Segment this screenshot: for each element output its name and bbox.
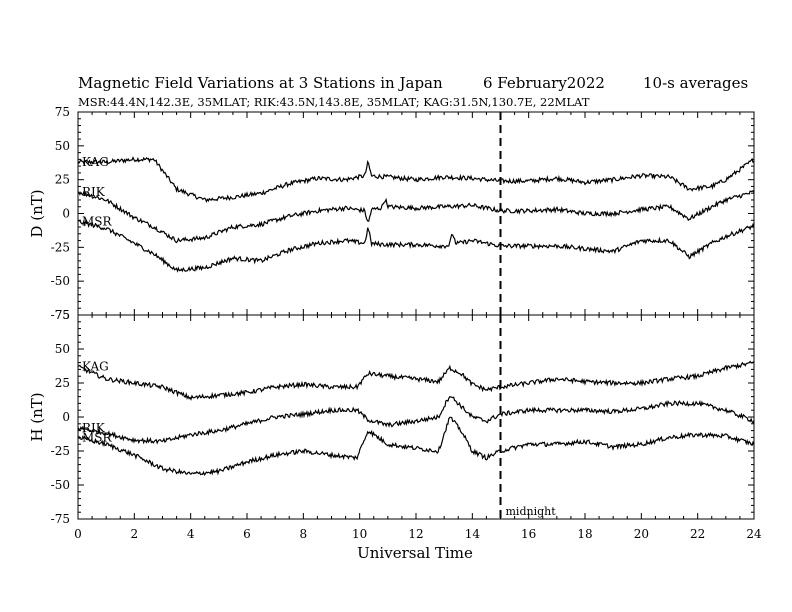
x-tick-label: 24 [746, 527, 762, 541]
series-line-msr [77, 416, 755, 477]
series-label-kag: KAG [82, 360, 109, 374]
y-tick-label: 50 [55, 342, 70, 356]
y-tick-label: -75 [51, 308, 70, 322]
series-line-msr [77, 219, 755, 273]
x-tick-label: 22 [690, 527, 705, 541]
x-tick-label: 12 [408, 527, 423, 541]
series-line-kag [77, 360, 755, 401]
y-tick-label: 25 [55, 376, 70, 390]
y-tick-label: -50 [51, 478, 70, 492]
x-tick-label: 2 [131, 527, 139, 541]
x-tick-label: 8 [300, 527, 308, 541]
x-tick-label: 20 [634, 527, 649, 541]
d-component-panel: -75 -50 -25 0 25 50 75 D (nT) KAG RIK MSR [28, 105, 755, 322]
chart-title: Magnetic Field Variations at 3 Stations … [78, 74, 443, 92]
x-tick-label: 16 [521, 527, 536, 541]
y-tick-label: 25 [55, 173, 70, 187]
y-tick-label: 50 [55, 139, 70, 153]
panel-frame [77, 111, 755, 316]
station-info: MSR:44.4N,142.3E, 35MLAT; RIK:43.5N,143.… [78, 95, 590, 109]
chart-averaging: 10-s averages [643, 74, 748, 92]
y-tick-label: 0 [62, 207, 70, 221]
series-label-rik: RIK [82, 185, 106, 199]
chart-date: 6 February2022 [483, 74, 605, 92]
series-label-msr: MSR [82, 215, 113, 229]
midnight-label: midnight [506, 505, 557, 518]
x-tick-label: 4 [187, 527, 195, 541]
series-label-msr: MSR [82, 430, 113, 444]
y-tick-label: -75 [51, 512, 70, 526]
panel-frame [77, 314, 755, 520]
series-label-kag: KAG [82, 155, 109, 169]
series-line-rik [77, 395, 755, 445]
y-tick-label: -50 [51, 274, 70, 288]
x-tick-label: 6 [243, 527, 251, 541]
series-line-kag [77, 156, 755, 203]
series-line-rik [77, 190, 755, 244]
y-tick-label: 75 [55, 105, 70, 119]
series-label-rik: RIK [82, 421, 106, 435]
y-tick-label: 75 [55, 308, 70, 322]
y-axis-label: D (nT) [28, 189, 46, 237]
y-tick-label: 0 [62, 410, 70, 424]
x-tick-label: 18 [577, 527, 592, 541]
y-tick-label: -25 [51, 240, 70, 254]
x-axis-label: Universal Time [357, 544, 473, 562]
x-tick-label: 14 [465, 527, 481, 541]
y-tick-label: -25 [51, 444, 70, 458]
y-axis-label: H (nT) [28, 392, 46, 441]
x-tick-label: 0 [74, 527, 82, 541]
x-tick-label: 10 [352, 527, 367, 541]
